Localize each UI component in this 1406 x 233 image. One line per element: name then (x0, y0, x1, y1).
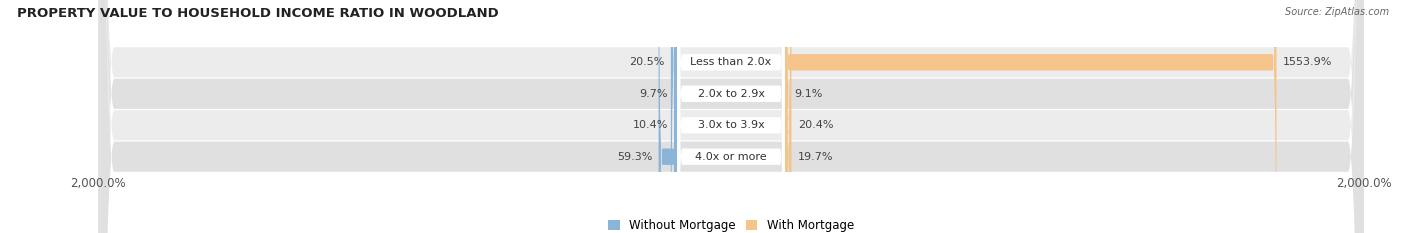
FancyBboxPatch shape (678, 0, 785, 233)
FancyBboxPatch shape (678, 0, 785, 233)
Text: 20.4%: 20.4% (797, 120, 834, 130)
FancyBboxPatch shape (785, 0, 792, 233)
Text: 4.0x or more: 4.0x or more (696, 152, 766, 162)
FancyBboxPatch shape (98, 0, 1364, 233)
FancyBboxPatch shape (785, 0, 792, 233)
Text: PROPERTY VALUE TO HOUSEHOLD INCOME RATIO IN WOODLAND: PROPERTY VALUE TO HOUSEHOLD INCOME RATIO… (17, 7, 499, 20)
FancyBboxPatch shape (785, 0, 1277, 233)
Text: 20.5%: 20.5% (628, 57, 665, 67)
FancyBboxPatch shape (785, 0, 789, 233)
Text: 59.3%: 59.3% (617, 152, 652, 162)
FancyBboxPatch shape (678, 0, 785, 233)
FancyBboxPatch shape (98, 0, 1364, 233)
FancyBboxPatch shape (658, 0, 678, 233)
FancyBboxPatch shape (98, 0, 1364, 233)
Legend: Without Mortgage, With Mortgage: Without Mortgage, With Mortgage (609, 219, 853, 232)
FancyBboxPatch shape (673, 0, 678, 233)
Text: 9.7%: 9.7% (640, 89, 668, 99)
Text: 2.0x to 2.9x: 2.0x to 2.9x (697, 89, 765, 99)
FancyBboxPatch shape (678, 0, 785, 233)
FancyBboxPatch shape (98, 0, 1364, 233)
Text: 1553.9%: 1553.9% (1282, 57, 1331, 67)
Text: Source: ZipAtlas.com: Source: ZipAtlas.com (1285, 7, 1389, 17)
FancyBboxPatch shape (671, 0, 678, 233)
Text: 19.7%: 19.7% (797, 152, 832, 162)
Text: 3.0x to 3.9x: 3.0x to 3.9x (697, 120, 765, 130)
Text: 10.4%: 10.4% (633, 120, 668, 130)
FancyBboxPatch shape (673, 0, 678, 233)
Text: Less than 2.0x: Less than 2.0x (690, 57, 772, 67)
Text: 9.1%: 9.1% (794, 89, 823, 99)
